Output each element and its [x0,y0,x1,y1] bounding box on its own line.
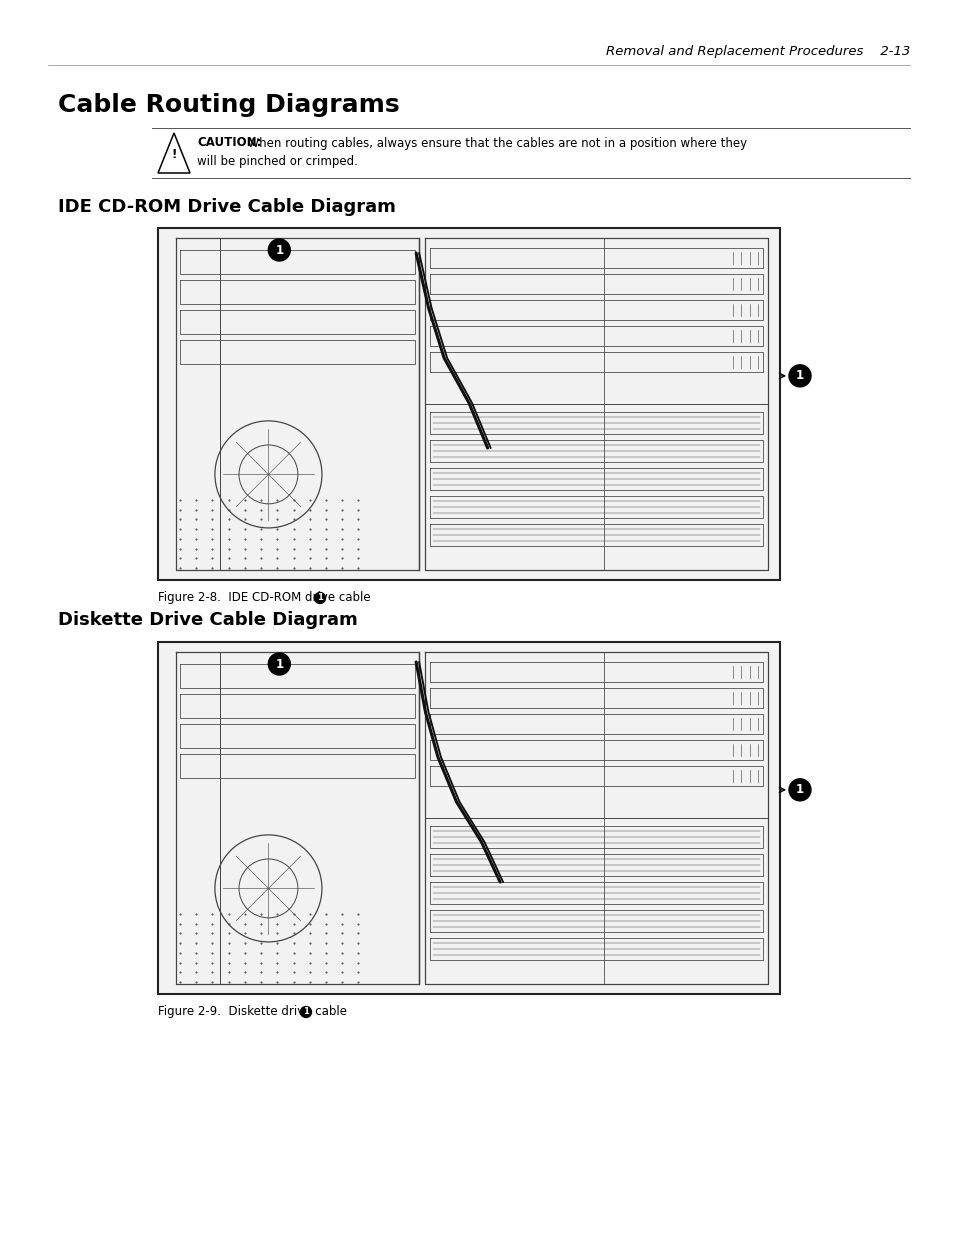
Text: Figure 2-9.  Diskette drive cable: Figure 2-9. Diskette drive cable [158,1005,351,1019]
Text: 1: 1 [316,594,323,603]
Text: will be pinched or crimped.: will be pinched or crimped. [196,156,357,168]
Bar [158,228,780,580]
Text: Diskette Drive Cable Diagram: Diskette Drive Cable Diagram [58,611,357,629]
Circle shape [268,240,290,261]
Text: Figure 2-8.  IDE CD-ROM drive cable: Figure 2-8. IDE CD-ROM drive cable [158,592,374,604]
Circle shape [300,1007,312,1018]
Text: 1: 1 [303,1008,309,1016]
Circle shape [788,364,810,387]
Circle shape [788,779,810,800]
Text: 1: 1 [795,369,803,383]
Text: When routing cables, always ensure that the cables are not in a position where t: When routing cables, always ensure that … [240,137,746,149]
Text: 1: 1 [274,657,283,671]
Text: Removal and Replacement Procedures    2-13: Removal and Replacement Procedures 2-13 [605,46,909,58]
Circle shape [314,593,325,604]
Bar [158,642,780,994]
Text: IDE CD-ROM Drive Cable Diagram: IDE CD-ROM Drive Cable Diagram [58,198,395,216]
Text: CAUTION:: CAUTION: [196,137,261,149]
Text: 1: 1 [274,243,283,257]
Text: Cable Routing Diagrams: Cable Routing Diagrams [58,93,399,117]
Text: 1: 1 [795,783,803,797]
Text: !: ! [172,147,176,161]
Circle shape [268,653,290,676]
